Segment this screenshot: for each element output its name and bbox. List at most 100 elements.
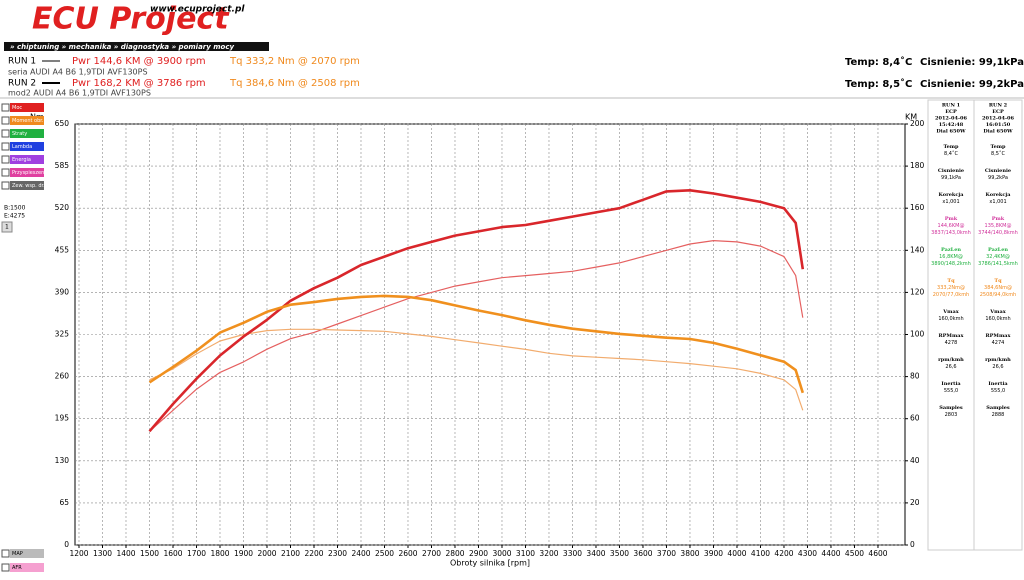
- checkbox-label: Moment obr.: [12, 118, 44, 124]
- run-label: RUN 2: [8, 79, 36, 89]
- checkbox[interactable]: [1, 563, 10, 572]
- x-tick-label: 2200: [304, 549, 323, 558]
- x-tick-label: 2000: [257, 549, 276, 558]
- panel-head: RUN 2: [989, 103, 1008, 109]
- panel-value: 555,0: [944, 388, 958, 394]
- checkbox[interactable]: [1, 155, 10, 164]
- panel-head: Dial 650W: [936, 129, 966, 135]
- y2-axis-label: KM: [905, 113, 917, 122]
- panel-value: 2803: [945, 412, 958, 418]
- checkbox[interactable]: [1, 142, 10, 151]
- x-tick-label: 3100: [516, 549, 535, 558]
- x-tick-label: 4500: [845, 549, 864, 558]
- x-tick-label: 1300: [93, 549, 112, 558]
- panel-label: rpm/kmh: [938, 357, 964, 363]
- x-tick-label: 4400: [821, 549, 840, 558]
- legend-swatch: [10, 563, 44, 572]
- x-tick-label: 2400: [351, 549, 370, 558]
- y-tick-label: 130: [55, 456, 70, 465]
- checkbox[interactable]: [1, 181, 10, 190]
- panel-label: Cisnienie: [938, 168, 964, 174]
- legend-swatch: [10, 168, 44, 177]
- url: www.ecuproject.pl: [150, 5, 245, 15]
- x-tick-label: 3500: [610, 549, 629, 558]
- y-tick-label: 65: [59, 498, 69, 507]
- panel-head: 15:42:48: [939, 122, 964, 128]
- series-line: [149, 240, 804, 432]
- panel-label: Inertia: [941, 381, 961, 387]
- x-tick-label: 1900: [234, 549, 253, 558]
- panel-label: Korekcja: [939, 192, 965, 198]
- panel-label: RPMmax: [986, 333, 1012, 339]
- panel-head: ECP: [992, 109, 1004, 115]
- y2-tick-label: 160: [910, 203, 925, 212]
- y2-tick-label: 100: [910, 330, 925, 339]
- range-begin: E:4275: [4, 213, 25, 220]
- y2-tick-label: 80: [910, 372, 920, 381]
- run-tq: Tq 384,6 Nm @ 2508 rpm: [229, 78, 360, 89]
- y2-tick-label: 20: [910, 498, 920, 507]
- panel-value: 8,5˚C: [991, 150, 1005, 157]
- x-tick-label: 2700: [422, 549, 441, 558]
- menu: » chiptuning » mechanika » diagnostyka »…: [10, 43, 234, 51]
- y2-tick-label: 120: [910, 287, 925, 296]
- checkbox[interactable]: [1, 549, 10, 558]
- panel-label: Cisnienie: [985, 168, 1011, 174]
- legend-swatch: [10, 549, 44, 558]
- x-tick-label: 2500: [375, 549, 394, 558]
- x-tick-label: 4600: [868, 549, 887, 558]
- panel-label: Tq: [947, 278, 955, 284]
- panel-value: 160,0kmh: [985, 316, 1010, 322]
- panel-value: 2070/77,0kmh: [933, 292, 969, 298]
- checkbox-label: Moc: [12, 105, 22, 111]
- y-tick-label: 325: [55, 330, 70, 339]
- y2-tick-label: 140: [910, 245, 925, 254]
- menu-bar: [4, 42, 269, 51]
- panel-value: 3786/141,5kmh: [978, 261, 1018, 267]
- panel-value: 4278: [945, 340, 958, 346]
- panel-value: 16,8KM@: [939, 254, 963, 260]
- checkbox-label: Straty: [12, 131, 27, 137]
- run-car: seria AUDI A4 B6 1,9TDI AVF130PS: [8, 68, 148, 77]
- checkbox[interactable]: [1, 129, 10, 138]
- checkbox[interactable]: [1, 168, 10, 177]
- stats-panel: [927, 99, 1023, 551]
- panel-value: 99,1kPa: [941, 175, 961, 181]
- run-press: Cisnienie: 99,2kPa: [920, 79, 1024, 90]
- checkbox-label: Zew. wsp. dr.: [12, 183, 45, 189]
- x-tick-label: 4000: [727, 549, 746, 558]
- button[interactable]: [1, 221, 13, 233]
- y-tick-label: 455: [55, 245, 70, 254]
- panel-label: Tq: [994, 278, 1002, 284]
- panel-value: 4274: [992, 340, 1005, 346]
- button-label: 1: [5, 224, 9, 231]
- run-press: Cisnienie: 99,1kPa: [920, 57, 1024, 68]
- panel-label: PazLen: [941, 247, 961, 253]
- panel-label: Vmax: [989, 309, 1006, 315]
- run-car: mod2 AUDI A4 B6 1,9TDI AVF130PS: [8, 89, 151, 98]
- panel-value: 3890/148,2kmh: [931, 261, 971, 267]
- y-tick-label: 585: [55, 161, 70, 170]
- panel-head: RUN 1: [942, 103, 960, 109]
- x-tick-label: 3700: [657, 549, 676, 558]
- y-tick-label: 520: [55, 203, 70, 212]
- x-tick-label: 3400: [586, 549, 605, 558]
- checkbox[interactable]: [1, 116, 10, 125]
- panel-value: 2508/94,0kmh: [980, 292, 1016, 298]
- checkbox-label: AFR: [12, 565, 22, 571]
- panel-value: x1,001: [942, 199, 959, 205]
- x-tick-label: 3600: [633, 549, 652, 558]
- y2-tick-label: 40: [910, 456, 920, 465]
- legend-swatch: [10, 181, 44, 190]
- legend-swatch: [10, 129, 44, 138]
- panel-value: 333,2Nm@: [937, 285, 965, 291]
- x-tick-label: 2600: [398, 549, 417, 558]
- x-tick-label: 2100: [281, 549, 300, 558]
- panel-value: 8,4˚C: [944, 150, 958, 157]
- checkbox[interactable]: [1, 103, 10, 112]
- panel-label: RPMmax: [939, 333, 965, 339]
- panel-label: Temp: [990, 144, 1006, 150]
